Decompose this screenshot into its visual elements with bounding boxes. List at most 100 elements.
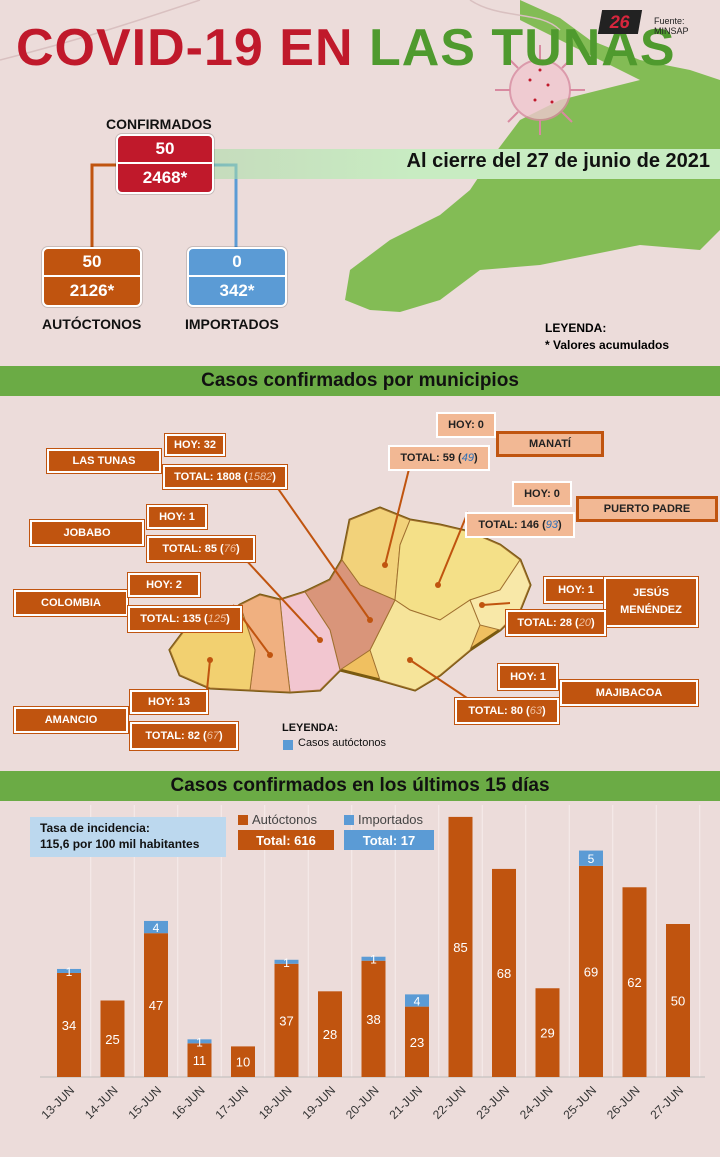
bar-importados: [144, 920, 168, 934]
municipio-total-jesus-menendez: TOTAL: 28 (20): [506, 610, 606, 636]
bar-label-importados: 1: [196, 1035, 203, 1049]
bar-label-importados: 4: [414, 995, 421, 1009]
virus-icon: [495, 45, 585, 135]
bar-autoctonos: [492, 868, 516, 1077]
bar-label-autoctonos: 28: [323, 1027, 337, 1042]
municipio-total-jobabo: TOTAL: 85 (76): [147, 536, 255, 562]
municipio-name-colombia: COLOMBIA: [14, 590, 128, 616]
bar-label-autoctonos: 37: [279, 1013, 293, 1028]
municipio-hoy-las-tunas: HOY: 32: [165, 434, 225, 456]
bar-importados: [361, 956, 386, 961]
bar-importados: [405, 994, 429, 1007]
x-tick-label: 27-JUN: [647, 1083, 686, 1122]
x-tick-label: 25-JUN: [560, 1083, 599, 1122]
municipio-total-amancio: TOTAL: 82 (67): [130, 722, 238, 750]
importados-label: IMPORTADOS: [185, 316, 279, 332]
municipio-hoy-jobabo: HOY: 1: [147, 505, 207, 529]
legend-total-autoctonos: Total: 616: [256, 833, 316, 848]
map-legend-item: Casos autóctonos: [298, 737, 387, 749]
municipio-hoy-jesus-menendez: HOY: 1: [544, 577, 608, 603]
municipio-hoy-manati: HOY: 0: [436, 412, 496, 438]
municipio-acc-manati: 49: [461, 452, 474, 464]
municipio-name-jesus-menendez: JESÚS MENÉNDEZ: [604, 577, 698, 627]
municipio-hoy-puerto-padre: HOY: 0: [512, 481, 572, 507]
municipio-close-jobabo: ): [235, 543, 240, 555]
bar-autoctonos: [144, 933, 168, 1077]
municipio-name-las-tunas: LAS TUNAS: [47, 449, 161, 473]
legend-total-autoctonos-bg: [238, 830, 334, 850]
bar-label-importados: 1: [283, 956, 290, 970]
bar-importados: [57, 968, 81, 973]
x-tick-label: 20-JUN: [343, 1083, 382, 1122]
bar-autoctonos: [622, 887, 647, 1077]
bar-autoctonos: [535, 988, 560, 1077]
bar-autoctonos: [274, 963, 299, 1077]
incidence-box: Tasa de incidencia: 115,6 por 100 mil ha…: [30, 817, 226, 857]
municipio-name-manati: MANATÍ: [496, 431, 604, 457]
municipio-hoy-colombia: HOY: 2: [128, 573, 200, 597]
municipio-total-colombia: TOTAL: 135 (125): [128, 606, 242, 632]
las-tunas-province-map: [168, 464, 532, 700]
bar-label-autoctonos: 68: [497, 966, 511, 981]
bar-label-autoctonos: 47: [149, 998, 163, 1013]
date-banner: [212, 149, 720, 179]
bar-label-autoctonos: 25: [105, 1032, 119, 1047]
x-tick-label: 16-JUN: [169, 1083, 208, 1122]
map-legend-title: LEYENDA:: [282, 722, 339, 734]
municipio-close-puerto-padre: ): [558, 519, 562, 531]
bar-label-autoctonos: 29: [540, 1026, 554, 1041]
municipio-hoy-amancio: HOY: 13: [130, 690, 208, 714]
legend-swatch-autoctonos: [238, 815, 248, 825]
bar-importados: [187, 1039, 212, 1044]
bar-autoctonos: [100, 1000, 125, 1077]
x-tick-label: 19-JUN: [299, 1083, 338, 1122]
bar-autoctonos: [666, 924, 690, 1077]
municipio-total-text-majibacoa: TOTAL: 80 (: [468, 705, 530, 717]
municipio-total-manati: TOTAL: 59 (49): [388, 445, 490, 471]
x-tick-label: 24-JUN: [517, 1083, 556, 1122]
municipio-total-text-manati: TOTAL: 59 (: [400, 452, 462, 464]
municipio-acc-majibacoa: 63: [529, 705, 542, 717]
legend-total-importados: Total: 17: [363, 833, 416, 848]
source-label: Fuente: MINSAP: [654, 16, 689, 36]
x-tick-label: 18-JUN: [256, 1083, 295, 1122]
bar-label-importados: 1: [370, 953, 377, 967]
summary-legend-title: LEYENDA:: [545, 321, 607, 335]
autoctonos-box: 50 2126*: [42, 247, 142, 307]
municipio-acc-colombia: 125: [207, 613, 227, 625]
bar-autoctonos: [231, 1046, 255, 1077]
municipio-total-text-amancio: TOTAL: 82 (: [145, 730, 207, 742]
municipio-name-amancio: AMANCIO: [14, 707, 128, 733]
autoctonos-today: 50: [44, 249, 140, 277]
legend-swatch-importados: [344, 815, 354, 825]
daily-cases-chart: Autóctonos Importados Total: 616 Total: 17 3…: [38, 805, 705, 1122]
municipio-acc-jesus-menendez: 20: [578, 617, 591, 629]
municipio-close-majibacoa: ): [541, 705, 546, 717]
municipio-total-text-colombia: TOTAL: 135 (: [140, 613, 208, 625]
x-tick-label: 13-JUN: [38, 1083, 77, 1122]
bar-autoctonos: [187, 1043, 212, 1077]
x-tick-label: 26-JUN: [604, 1083, 643, 1122]
bar-label-autoctonos: 69: [584, 964, 598, 979]
x-tick-label: 23-JUN: [473, 1083, 512, 1122]
confirmados-total: 2468*: [142, 168, 188, 187]
bar-autoctonos: [361, 960, 386, 1077]
x-tick-label: 17-JUN: [212, 1083, 251, 1122]
municipio-close-jesus-menendez: ): [590, 617, 595, 629]
importados-box: 0 342*: [187, 247, 287, 307]
bar-autoctonos: [579, 865, 603, 1077]
x-tick-label: 15-JUN: [125, 1083, 164, 1122]
bar-label-autoctonos: 34: [62, 1018, 76, 1033]
legend-label-autoctonos: Autóctonos: [252, 812, 318, 827]
incidence-line2: 115,6 por 100 mil habitantes: [40, 837, 200, 851]
importados-today: 0: [189, 249, 285, 277]
municipio-close-amancio: ): [218, 730, 223, 742]
bar-label-autoctonos: 85: [453, 940, 467, 955]
confirmados-today: 50: [118, 136, 212, 164]
bar-label-importados: 5: [588, 852, 595, 866]
municipio-total-majibacoa: TOTAL: 80 (63): [455, 698, 559, 724]
municipio-acc-jobabo: 76: [223, 543, 236, 555]
autoctonos-total: 2126*: [69, 281, 115, 300]
confirmados-label: CONFIRMADOS: [106, 116, 212, 132]
importados-total: 342*: [219, 281, 255, 300]
